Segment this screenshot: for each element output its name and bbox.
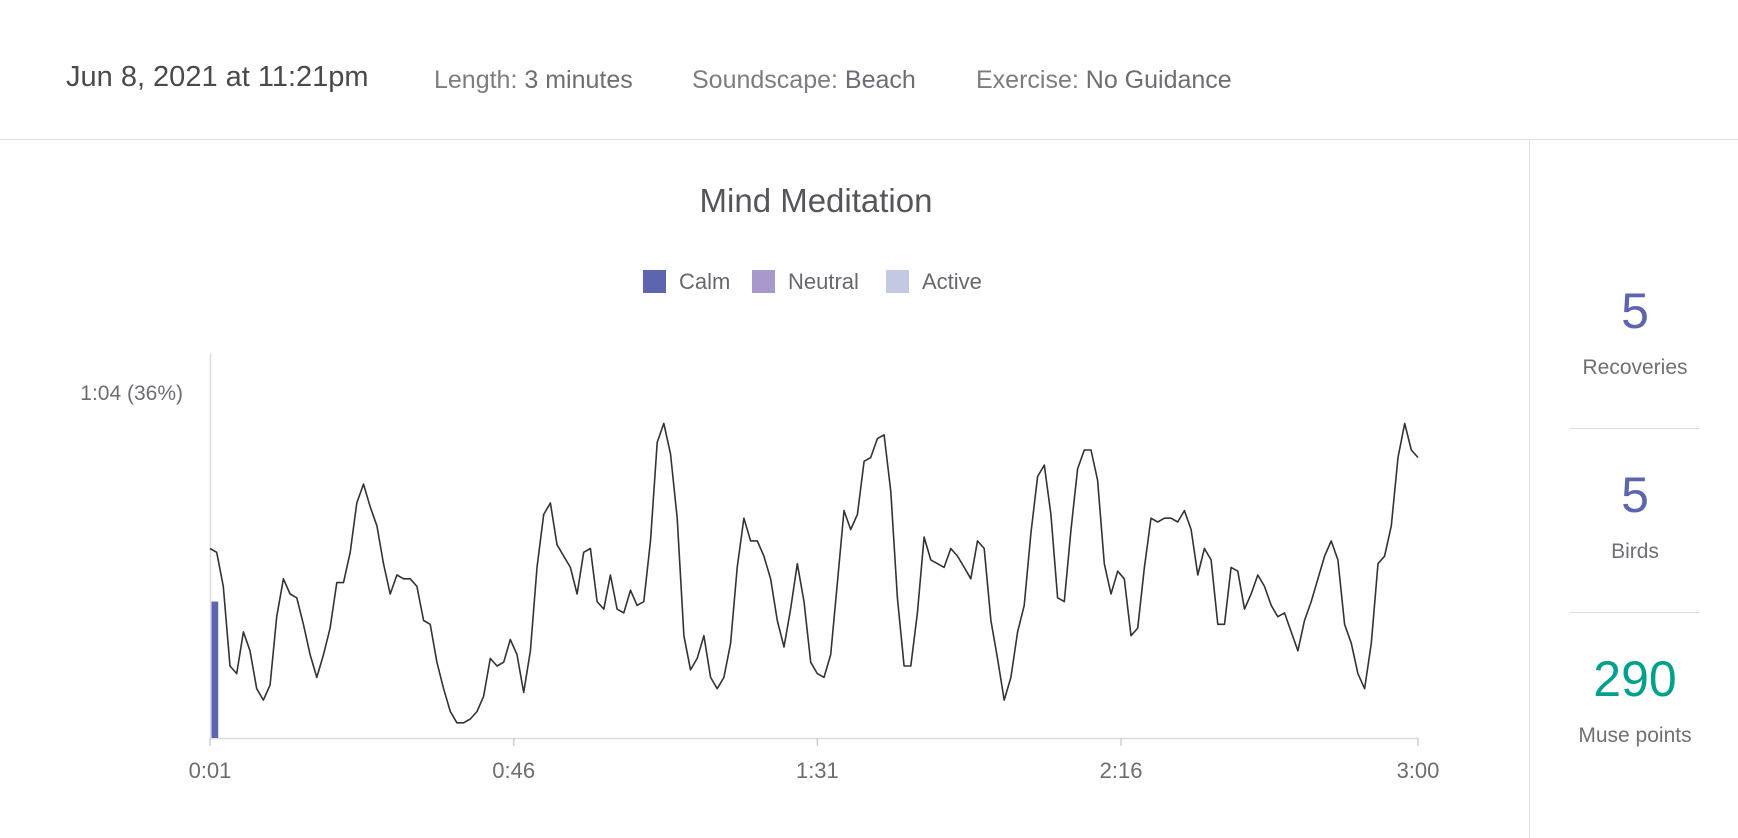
- x-tick-label: 0:46: [492, 758, 535, 783]
- stat-recoveries: 5 Recoveries: [1570, 286, 1700, 380]
- length-info: Length: 3 minutes: [434, 66, 633, 95]
- legend-label-neutral: Neutral: [788, 269, 859, 294]
- x-axis-ticks: 0:01 0:46 1:31 2:16 3:00: [189, 738, 1440, 783]
- session-date: Jun 8, 2021 at 11:21pm: [66, 61, 369, 93]
- recoveries-label: Recoveries: [1582, 356, 1688, 379]
- stat-birds: 5 Birds: [1570, 470, 1700, 564]
- exercise-value: No Guidance: [1085, 66, 1232, 94]
- exercise-label: Exercise:: [976, 66, 1079, 94]
- calm-score-line: [209, 422, 1419, 724]
- soundscape-value: Beach: [844, 66, 916, 94]
- points-count: 290: [1593, 651, 1677, 707]
- length-label: Length:: [434, 66, 518, 94]
- recoveries-count: 5: [1621, 283, 1649, 339]
- soundscape-info: Soundscape: Beach: [692, 66, 916, 95]
- session-stats: 5 Recoveries 5 Birds 290 Muse points: [1529, 140, 1738, 838]
- chart-title: Mind Meditation: [700, 182, 933, 219]
- birds-count: 5: [1621, 467, 1649, 523]
- session-header: Jun 8, 2021 at 11:21pm Length: 3 minutes…: [0, 0, 1738, 140]
- legend-swatch-calm: [643, 270, 666, 293]
- stat-divider: [1570, 428, 1700, 429]
- legend-swatch-neutral: [752, 270, 775, 293]
- x-tick-label: 0:01: [189, 758, 232, 783]
- y-annotation: 1:04 (36%): [80, 382, 183, 405]
- points-label: Muse points: [1578, 724, 1692, 747]
- birds-label: Birds: [1611, 540, 1659, 563]
- stat-divider: [1570, 612, 1700, 613]
- exercise-info: Exercise: No Guidance: [976, 66, 1232, 95]
- x-tick-label: 2:16: [1100, 758, 1143, 783]
- legend-label-active: Active: [922, 269, 982, 294]
- legend-label-calm: Calm: [679, 269, 730, 294]
- mind-meditation-chart: Mind Meditation Calm Neutral Active 1:04…: [80, 182, 1440, 783]
- x-tick-label: 1:31: [796, 758, 839, 783]
- legend-swatch-active: [886, 270, 909, 293]
- length-value: 3 minutes: [524, 66, 633, 94]
- state-bar-calm: [211, 601, 219, 738]
- state-bars: [211, 601, 219, 738]
- soundscape-label: Soundscape:: [692, 66, 838, 94]
- stat-points: 290 Muse points: [1570, 654, 1700, 748]
- chart-legend: Calm Neutral Active: [643, 269, 982, 294]
- x-tick-label: 3:00: [1397, 758, 1440, 783]
